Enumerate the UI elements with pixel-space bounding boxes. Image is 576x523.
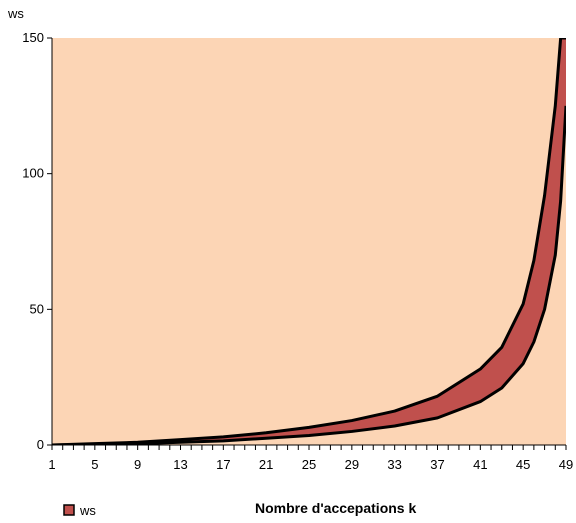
x-tick-label: 5 xyxy=(91,457,98,472)
legend-swatch xyxy=(63,504,75,516)
lower-line xyxy=(52,105,566,445)
x-tick-label: 9 xyxy=(134,457,141,472)
x-tick-label: 45 xyxy=(516,457,530,472)
x-axis: 1 5 9 13 17 21 25 29 33 37 41 45 49 xyxy=(48,444,573,472)
x-tick-label: 33 xyxy=(387,457,401,472)
x-axis-title: Nombre d'accepations k xyxy=(255,500,416,516)
y-axis: 0 50 100 150 xyxy=(22,30,53,452)
y-tick-label: 50 xyxy=(30,301,44,316)
y-tick-label: 0 xyxy=(37,437,44,452)
upper-line xyxy=(52,38,566,445)
x-tick-label: 37 xyxy=(430,457,444,472)
y-axis-title: ws xyxy=(7,6,24,21)
x-tick-label: 1 xyxy=(48,457,55,472)
y-tick-label: 100 xyxy=(22,166,44,181)
x-tick-label: 17 xyxy=(216,457,230,472)
x-tick-label: 13 xyxy=(173,457,187,472)
x-tick-label: 29 xyxy=(345,457,359,472)
legend-label: ws xyxy=(79,503,96,518)
series-ws xyxy=(52,38,566,445)
x-tick-label: 49 xyxy=(559,457,573,472)
x-tick-label: 21 xyxy=(259,457,273,472)
x-tick-label: 25 xyxy=(302,457,316,472)
y-tick-label: 150 xyxy=(22,30,44,45)
legend: ws xyxy=(63,503,96,518)
x-tick-label: 41 xyxy=(473,457,487,472)
